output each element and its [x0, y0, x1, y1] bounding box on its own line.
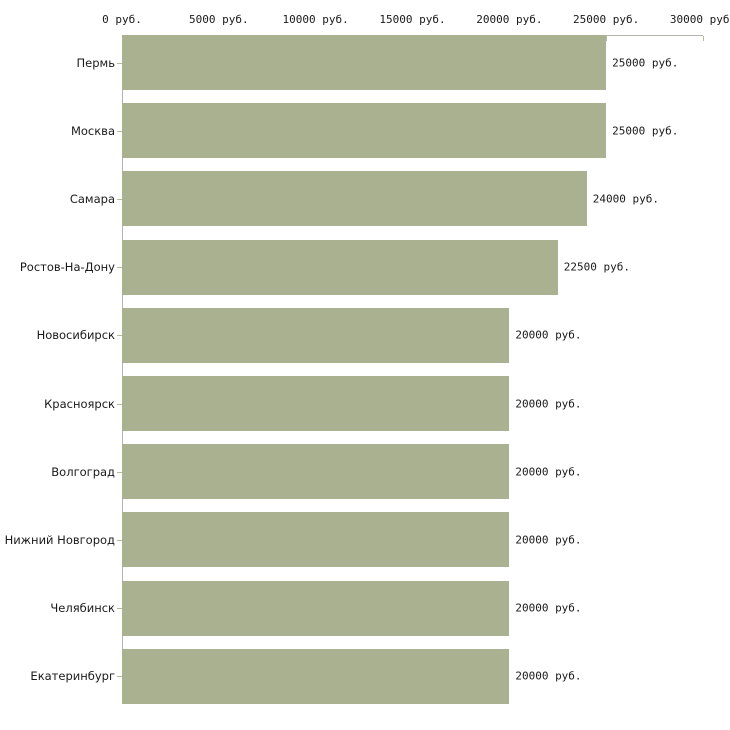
y-axis-tick: [117, 130, 122, 132]
y-axis-tick: [117, 403, 122, 405]
y-axis-tick: [117, 198, 122, 200]
y-axis-category-label: Челябинск: [50, 601, 115, 616]
y-axis-tick: [117, 471, 122, 473]
bar[interactable]: [122, 35, 607, 90]
y-axis-category-label: Москва: [70, 123, 115, 138]
x-axis-tick-label: 10000 руб.: [282, 13, 349, 26]
x-axis-tick-label: 30000 руб.: [669, 13, 730, 26]
y-axis-tick: [117, 267, 122, 269]
bar-value-label: 22500 руб.: [563, 260, 630, 274]
bar-value-label: 25000 руб.: [612, 124, 679, 138]
y-axis-category-label: Екатеринбург: [30, 669, 115, 684]
bar-value-label: 20000 руб.: [515, 601, 582, 615]
bar[interactable]: [122, 512, 510, 568]
y-axis-category-label: Красноярск: [44, 396, 115, 411]
x-axis-tick: [703, 36, 704, 41]
bar[interactable]: [122, 171, 587, 227]
bar-value-label: 25000 руб.: [612, 56, 679, 69]
bar-value-label: 20000 руб.: [515, 328, 582, 342]
bar-value-label: 24000 руб.: [592, 192, 660, 206]
y-axis-category-label: Волгоград: [51, 464, 115, 479]
bar-value-label: 20000 руб.: [515, 397, 582, 410]
bar-value-label: 20000 руб.: [515, 669, 582, 683]
bar[interactable]: [122, 580, 510, 636]
y-axis-tick: [117, 608, 122, 610]
y-axis-tick: [117, 539, 122, 541]
bar[interactable]: [122, 307, 510, 363]
bar-value-label: 20000 руб.: [515, 533, 582, 547]
bar[interactable]: [122, 648, 510, 704]
x-axis-tick-label: 25000 руб.: [573, 13, 640, 26]
y-axis-category-label: Нижний Новгород: [4, 532, 115, 547]
x-axis-tick-label: 20000 руб.: [476, 13, 543, 26]
bar[interactable]: [122, 444, 510, 500]
y-axis-tick: [117, 335, 122, 337]
bar[interactable]: [122, 103, 607, 159]
bar-value-label: 20000 руб.: [515, 465, 582, 479]
y-axis-category-label: Пермь: [76, 55, 115, 70]
bar[interactable]: [122, 376, 510, 431]
x-axis-tick-label: 0 руб.: [102, 13, 142, 26]
y-axis-category-label: Ростов-На-Дону: [19, 260, 115, 275]
y-axis-category-label: Самара: [69, 191, 115, 206]
y-axis-category-label: Новосибирск: [36, 328, 115, 343]
y-axis-tick: [117, 62, 122, 64]
x-axis-tick-label: 15000 руб.: [379, 13, 446, 26]
x-axis-tick-label: 5000 руб.: [189, 13, 249, 26]
y-axis-line: [122, 35, 123, 703]
y-axis-tick: [117, 676, 122, 678]
x-axis-tick: [606, 36, 608, 41]
bar[interactable]: [122, 239, 558, 295]
